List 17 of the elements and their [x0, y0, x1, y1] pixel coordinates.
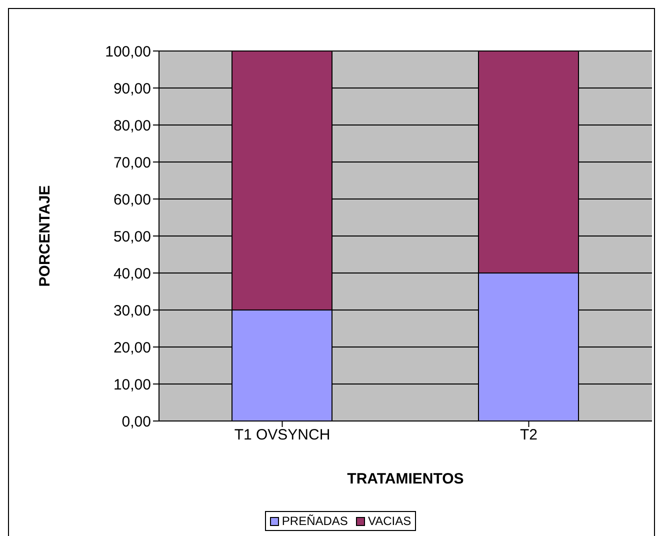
y-tick-label: 90,00 [113, 80, 151, 98]
y-tick-label: 10,00 [113, 376, 151, 394]
x-tick-label: T2 [520, 426, 538, 444]
x-tick-label: T1 OVSYNCH [234, 426, 330, 444]
legend-label: PREÑADAS [280, 514, 348, 528]
y-tick-label: 40,00 [113, 265, 151, 282]
y-tick-label: 0,00 [122, 413, 151, 430]
x-axis-title: TRATAMIENTOS [347, 470, 464, 488]
y-tick-label: 30,00 [113, 302, 151, 320]
y-tick-label: 60,00 [113, 191, 151, 208]
y-tick-label: 20,00 [113, 339, 151, 356]
legend-label: VACIAS [366, 514, 412, 528]
y-tick-label: 50,00 [113, 228, 151, 246]
y-tick-label: 80,00 [113, 117, 151, 134]
y-tick-label: 100,00 [105, 43, 151, 60]
y-tick-label: 70,00 [113, 154, 151, 172]
y-axis-title: PORCENTAJE [36, 185, 54, 287]
